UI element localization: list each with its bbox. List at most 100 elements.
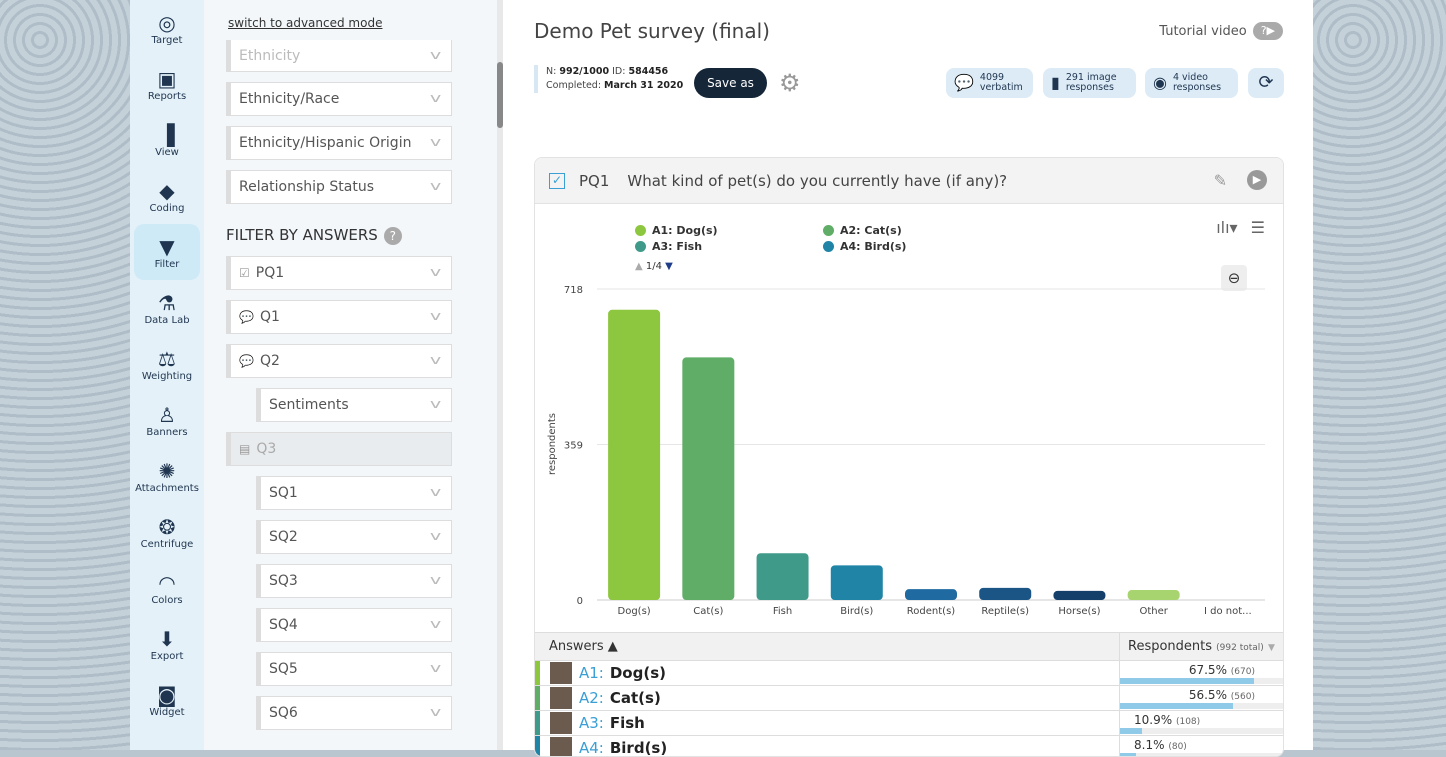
table-header: Answers ▲ Respondents (992 total) ▼: [535, 632, 1283, 661]
bar-birds[interactable]: [830, 565, 883, 600]
zoom-out-icon[interactable]: ⊖: [1221, 265, 1247, 291]
nav-item-target[interactable]: ◎ Target: [151, 10, 183, 46]
percent-bar: [1120, 678, 1283, 684]
nav-item-widget[interactable]: ◙ Widget: [149, 682, 185, 718]
percent-bar: [1120, 728, 1283, 734]
bar-cats[interactable]: [682, 357, 735, 600]
bar-dogs[interactable]: [608, 309, 661, 600]
chevron-down-icon: v: [429, 309, 442, 323]
nav-item-filter[interactable]: ▼ Filter: [134, 224, 200, 280]
answers-column-header[interactable]: Answers ▲: [549, 639, 618, 654]
answer-filter-sq3[interactable]: SQ3 v: [256, 564, 452, 598]
refresh-icon[interactable]: ⟳: [1248, 68, 1284, 98]
bar-other[interactable]: [1127, 590, 1180, 600]
legend-dot: [823, 225, 834, 236]
answer-filter-sq1[interactable]: SQ1 v: [256, 476, 452, 510]
video-icon: ?▶: [1252, 22, 1283, 40]
answer-filter-sq4[interactable]: SQ4 v: [256, 608, 452, 642]
demographic-dropdown[interactable]: Ethnicity/Race v: [226, 82, 452, 116]
demographic-dropdown[interactable]: Ethnicity v: [226, 40, 452, 72]
percent-bar: [1120, 703, 1283, 709]
legend-dot: [635, 225, 646, 236]
checkbox[interactable]: ✓: [549, 172, 565, 189]
advanced-mode-link[interactable]: switch to advanced mode: [228, 16, 383, 30]
answer-filter-sq2[interactable]: SQ2 v: [256, 520, 452, 554]
gear-icon[interactable]: ⚙: [779, 69, 801, 97]
nav-item-export[interactable]: ⬇ Export: [150, 626, 184, 662]
nav-item-attachments[interactable]: ✺ Attachments: [135, 458, 199, 494]
nav-item-coding[interactable]: ◆ Coding: [149, 178, 185, 214]
comment-icon: 💬: [239, 354, 254, 368]
menu-icon[interactable]: ☰: [1250, 218, 1265, 237]
tutorial-video-button[interactable]: Tutorial video ?▶: [1159, 22, 1283, 40]
x-tick-label: Fish: [773, 606, 792, 617]
x-tick-label: Other: [1139, 606, 1168, 617]
demographic-dropdown[interactable]: Relationship Status v: [226, 170, 452, 204]
answer-filter-sq5[interactable]: SQ5 v: [256, 652, 452, 686]
centrifuge-icon: ❂: [158, 514, 176, 539]
scrollbar-thumb[interactable]: [497, 62, 503, 128]
answer-thumbnail: [550, 712, 572, 734]
chevron-down-icon: v: [429, 353, 442, 367]
nav-item-colors[interactable]: ◠ Colors: [151, 570, 183, 606]
page-title: Demo Pet survey (final): [534, 19, 770, 43]
target-icon: ◎: [158, 10, 176, 35]
tags-icon: ◆: [159, 178, 175, 203]
color-stripe: [535, 686, 540, 711]
answer-filter-q1[interactable]: 💬 Q1 v: [226, 300, 452, 334]
speech-bubble-icon: 💬: [954, 73, 974, 92]
filter-by-answers-heading: FILTER BY ANSWERS?: [226, 226, 402, 245]
bar-horses[interactable]: [1053, 590, 1106, 600]
legend-item[interactable]: A3: Fish: [635, 240, 702, 253]
respondents-column-header[interactable]: Respondents (992 total) ▼: [1119, 633, 1275, 661]
answer-filter-q2[interactable]: 💬 Q2 v: [226, 344, 452, 378]
speech-bubble-button[interactable]: 💬 4099 verbatim: [946, 68, 1033, 98]
play-icon[interactable]: ▶: [1247, 170, 1267, 190]
legend-item[interactable]: A4: Bird(s): [823, 240, 906, 253]
pencil-icon[interactable]: ✎: [1213, 171, 1227, 190]
chevron-down-icon: v: [429, 265, 442, 279]
nav-item-view[interactable]: ▐ View: [155, 122, 179, 158]
legend-item[interactable]: A1: Dog(s): [635, 224, 718, 237]
background-pattern: [0, 0, 130, 750]
demographic-dropdown[interactable]: Ethnicity/Hispanic Origin v: [226, 126, 452, 160]
legend-item[interactable]: A2: Cat(s): [823, 224, 902, 237]
save-as-button[interactable]: Save as: [694, 68, 767, 98]
next-page-icon[interactable]: ▼: [665, 261, 673, 272]
x-tick-label: Reptile(s): [981, 606, 1029, 617]
respondent-percent: 10.9% (108): [1134, 713, 1201, 727]
funnel-icon: ▼: [159, 234, 175, 259]
percent-bar: [1120, 753, 1283, 756]
background-pattern: [1313, 0, 1446, 750]
question-code: PQ1: [579, 171, 610, 190]
table-row[interactable]: A1: Dog(s) 67.5% (670): [535, 660, 1283, 686]
chevron-down-icon: v: [429, 397, 442, 411]
nav-item-reports[interactable]: ▣ Reports: [147, 66, 187, 102]
nav-item-centrifuge[interactable]: ❂ Centrifuge: [140, 514, 194, 550]
chart-type-icon[interactable]: ılı▾: [1216, 218, 1238, 237]
table-row[interactable]: A3: Fish 10.9% (108): [535, 710, 1283, 736]
nav-item-data-lab[interactable]: ⚗ Data Lab: [144, 290, 190, 326]
legend-dot: [823, 241, 834, 252]
question-card: ✓ PQ1 What kind of pet(s) do you current…: [534, 157, 1284, 757]
prev-page-icon[interactable]: ▲: [635, 261, 643, 272]
answer-thumbnail: [550, 737, 572, 756]
scrollbar[interactable]: [497, 0, 503, 750]
webcam-button[interactable]: ◉ 4 video responses: [1145, 68, 1238, 98]
nav-item-weighting[interactable]: ⚖ Weighting: [141, 346, 193, 382]
table-row[interactable]: A2: Cat(s) 56.5% (560): [535, 685, 1283, 711]
table-row[interactable]: A4: Bird(s) 8.1% (80): [535, 735, 1283, 756]
answer-filter-pq1[interactable]: ☑ PQ1 v: [226, 256, 452, 290]
bar-rodents[interactable]: [905, 589, 957, 600]
answer-filter-sentiments[interactable]: Sentiments v: [256, 388, 452, 422]
chart-tools: ılı▾ ☰: [1216, 218, 1265, 237]
main-content: Demo Pet survey (final) Tutorial video ?▶…: [503, 0, 1313, 757]
bar-fish[interactable]: [756, 553, 809, 600]
phone-image-button[interactable]: ▮ 291 image responses: [1043, 68, 1136, 98]
comment-icon: 💬: [239, 310, 254, 324]
bar-chart: 0 359 718 respondents Dog(s) Cat(s) Fish Bird(s…: [547, 285, 1265, 617]
help-icon[interactable]: ?: [383, 227, 402, 245]
bar-reptiles[interactable]: [979, 587, 1032, 600]
answer-filter-sq6[interactable]: SQ6 v: [256, 696, 452, 730]
nav-item-banners[interactable]: ♙ Banners: [146, 402, 188, 438]
